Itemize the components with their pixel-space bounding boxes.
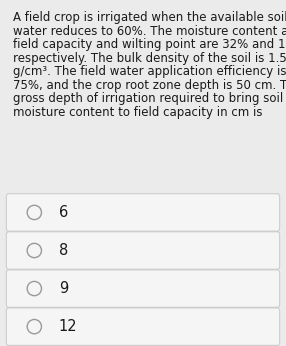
Ellipse shape	[27, 243, 41, 258]
Text: 75%, and the crop root zone depth is 50 cm. The: 75%, and the crop root zone depth is 50 …	[13, 79, 286, 92]
Text: field capacity and wilting point are 32% and 12%,: field capacity and wilting point are 32%…	[13, 38, 286, 51]
Text: water reduces to 60%. The moisture content at: water reduces to 60%. The moisture conte…	[13, 25, 286, 38]
FancyBboxPatch shape	[6, 270, 280, 307]
Text: 6: 6	[59, 205, 68, 220]
Text: g/cm³. The field water application efficiency is: g/cm³. The field water application effic…	[13, 65, 286, 78]
Ellipse shape	[27, 281, 41, 296]
Text: gross depth of irrigation required to bring soil: gross depth of irrigation required to br…	[13, 92, 283, 105]
Ellipse shape	[27, 205, 41, 220]
FancyBboxPatch shape	[6, 232, 280, 269]
FancyBboxPatch shape	[6, 194, 280, 231]
Text: A field crop is irrigated when the available soil: A field crop is irrigated when the avail…	[13, 11, 286, 24]
Text: moisture content to field capacity in cm is: moisture content to field capacity in cm…	[13, 106, 262, 119]
Ellipse shape	[27, 319, 41, 334]
Text: 8: 8	[59, 243, 68, 258]
Text: 12: 12	[59, 319, 77, 334]
Text: 9: 9	[59, 281, 68, 296]
FancyBboxPatch shape	[6, 308, 280, 345]
Text: respectively. The bulk density of the soil is 1.5: respectively. The bulk density of the so…	[13, 52, 286, 65]
